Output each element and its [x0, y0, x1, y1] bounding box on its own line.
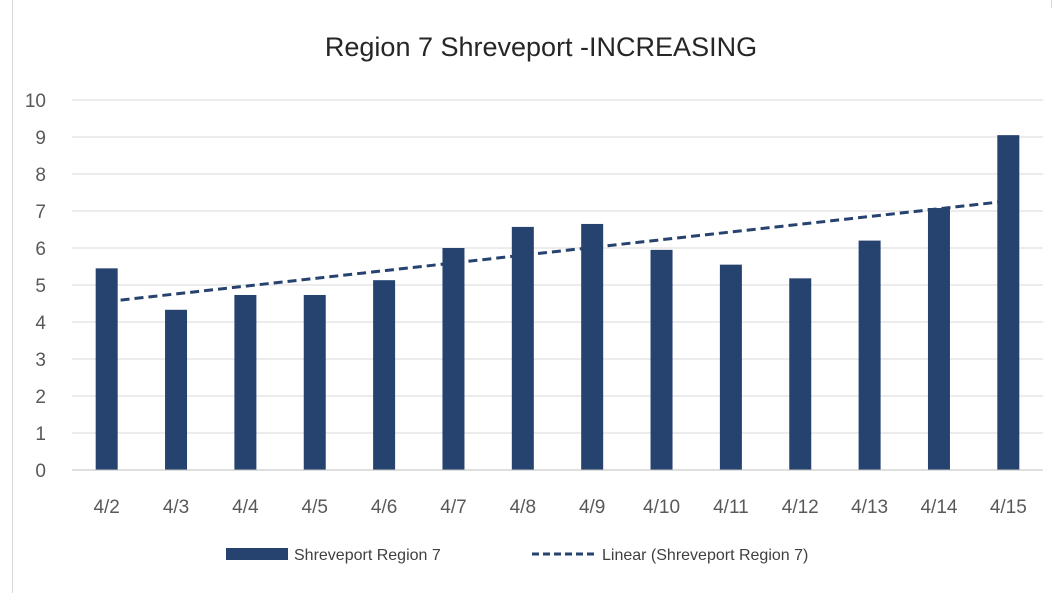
bar [719, 264, 742, 470]
bar [997, 135, 1020, 470]
y-tick-label: 2 [35, 387, 46, 408]
y-tick-label: 1 [35, 424, 46, 445]
frame-border-left [12, 0, 13, 593]
x-tick-label: 4/14 [920, 497, 957, 518]
y-tick-label: 0 [35, 461, 46, 482]
frame-border-right [1051, 0, 1052, 8]
bar [442, 248, 465, 470]
legend-label-series: Shreveport Region 7 [294, 547, 441, 564]
bar [303, 294, 326, 470]
bar [789, 278, 812, 470]
bar [858, 240, 881, 470]
bar [234, 294, 257, 470]
x-tick-label: 4/13 [851, 497, 888, 518]
x-tick-label: 4/8 [510, 497, 536, 518]
x-tick-label: 4/6 [371, 497, 397, 518]
gridlines [72, 99, 1043, 434]
bar [650, 249, 673, 470]
bar [927, 208, 950, 471]
y-tick-label: 5 [35, 276, 46, 297]
x-tick-label: 4/3 [163, 497, 189, 518]
bar [373, 280, 396, 470]
trendline [106, 199, 1009, 304]
y-tick-label: 10 [25, 91, 46, 112]
bar [511, 226, 534, 470]
y-tick-label: 3 [35, 350, 46, 371]
chart-title: Region 7 Shreveport -INCREASING [325, 32, 757, 62]
bar [581, 223, 604, 470]
x-axis-ticks: 4/2 4/3 4/4 4/5 4/6 4/7 4/8 4/9 4/10 4/11 4/12 4/13… [93, 497, 1026, 518]
y-tick-label: 8 [35, 165, 46, 186]
y-tick-label: 4 [35, 313, 46, 334]
x-tick-label: 4/12 [782, 497, 819, 518]
legend: Shreveport Region 7 Linear (Shreveport R… [226, 547, 808, 564]
y-axis-ticks: 0 1 2 3 4 5 6 7 8 9 10 [25, 91, 47, 482]
x-tick-label: 4/15 [990, 497, 1027, 518]
bar [95, 268, 118, 470]
x-tick-label: 4/5 [302, 497, 328, 518]
legend-label-trendline: Linear (Shreveport Region 7) [602, 547, 808, 564]
y-tick-label: 7 [35, 202, 46, 223]
y-tick-label: 6 [35, 239, 46, 260]
bars [95, 135, 1020, 471]
legend-swatch-bar [226, 548, 288, 560]
bar [165, 309, 188, 470]
x-tick-label: 4/2 [93, 497, 119, 518]
x-tick-label: 4/7 [440, 497, 466, 518]
x-tick-label: 4/11 [713, 497, 749, 518]
x-tick-label: 4/4 [232, 497, 259, 518]
x-tick-label: 4/9 [579, 497, 605, 518]
x-tick-label: 4/10 [643, 497, 680, 518]
y-tick-label: 9 [35, 128, 46, 149]
